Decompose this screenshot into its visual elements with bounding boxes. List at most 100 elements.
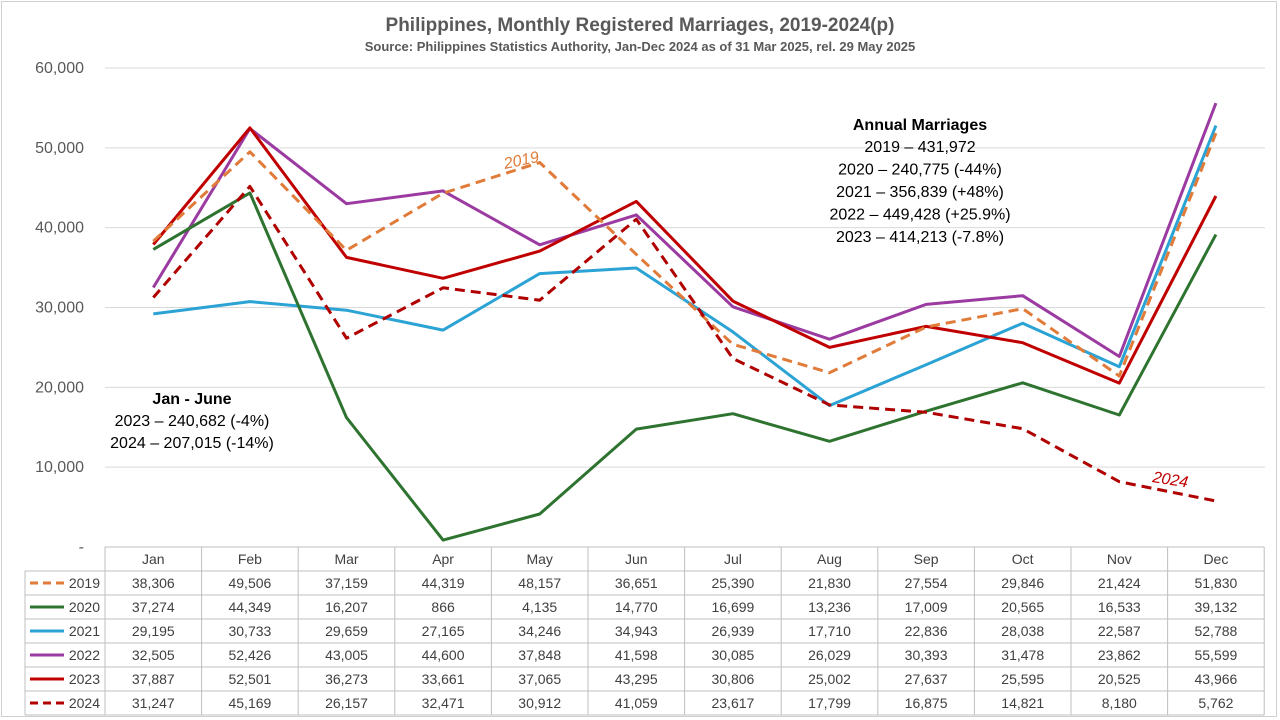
y-tick-label: - bbox=[79, 539, 84, 556]
data-label: 37,887 bbox=[132, 671, 175, 687]
y-tick-label: 50,000 bbox=[35, 140, 84, 157]
gridlines bbox=[105, 67, 1265, 468]
data-label: 36,651 bbox=[615, 575, 658, 591]
data-label: 37,848 bbox=[518, 647, 561, 663]
x-tick-label: May bbox=[526, 551, 552, 567]
legend-label-2022: 2022 bbox=[69, 647, 100, 663]
data-label: 31,247 bbox=[132, 695, 175, 711]
data-label: 29,659 bbox=[325, 623, 368, 639]
data-label: 23,617 bbox=[711, 695, 754, 711]
data-label: 34,246 bbox=[518, 623, 561, 639]
data-label: 43,005 bbox=[325, 647, 368, 663]
data-label: 26,157 bbox=[325, 695, 368, 711]
chart-subtitle: Source: Philippines Statistics Authority… bbox=[365, 39, 916, 54]
annual-line: 2022 – 449,428 (+25.9%) bbox=[829, 207, 1010, 224]
data-label: 17,009 bbox=[905, 599, 948, 615]
data-label: 52,788 bbox=[1194, 623, 1237, 639]
data-label: 43,295 bbox=[615, 671, 658, 687]
annual-line: 2023 – 414,213 (-7.8%) bbox=[836, 229, 1004, 246]
data-label: 8,180 bbox=[1102, 695, 1137, 711]
x-tick-label: Apr bbox=[432, 551, 454, 567]
series-line-2023 bbox=[152, 126, 1218, 385]
data-label: 21,830 bbox=[808, 575, 851, 591]
data-table: Jan Feb Mar Apr May Jun Jul Aug Sep Oct Nov Dec 2019… bbox=[24, 546, 1265, 716]
data-label: 5,762 bbox=[1198, 695, 1233, 711]
x-tick-label: Aug bbox=[817, 551, 842, 567]
data-label: 23,862 bbox=[1098, 647, 1141, 663]
series-line-2022 bbox=[152, 102, 1218, 358]
data-label: 22,587 bbox=[1098, 623, 1141, 639]
data-label: 25,390 bbox=[711, 575, 754, 591]
x-tick-label: Oct bbox=[1012, 551, 1034, 567]
data-label: 55,599 bbox=[1194, 647, 1237, 663]
y-tick-label: 40,000 bbox=[35, 220, 84, 237]
data-label: 22,836 bbox=[905, 623, 948, 639]
data-label: 14,770 bbox=[615, 599, 658, 615]
data-label: 4,135 bbox=[522, 599, 557, 615]
series-line-2020 bbox=[152, 191, 1218, 542]
data-label: 37,159 bbox=[325, 575, 368, 591]
series-label-2024: 2024 bbox=[1150, 469, 1189, 492]
data-label: 37,065 bbox=[518, 671, 561, 687]
half-year-heading: Jan - June bbox=[152, 391, 231, 408]
data-label: 30,733 bbox=[228, 623, 271, 639]
data-label: 34,943 bbox=[615, 623, 658, 639]
data-label: 29,846 bbox=[1001, 575, 1044, 591]
series-label-2019: 2019 bbox=[501, 149, 540, 173]
legend-label-2023: 2023 bbox=[69, 671, 100, 687]
data-label: 17,799 bbox=[808, 695, 851, 711]
legend-label-2024: 2024 bbox=[69, 695, 100, 711]
data-label: 44,319 bbox=[422, 575, 465, 591]
x-tick-label: Jun bbox=[625, 551, 648, 567]
data-label: 27,554 bbox=[905, 575, 948, 591]
x-tick-label: Nov bbox=[1107, 551, 1132, 567]
data-label: 14,821 bbox=[1001, 695, 1044, 711]
x-tick-label: Sep bbox=[914, 551, 939, 567]
annual-heading: Annual Marriages bbox=[853, 117, 987, 134]
series-line-2021 bbox=[153, 125, 1218, 408]
data-label: 29,195 bbox=[132, 623, 175, 639]
annual-line: 2021 – 356,839 (+48%) bbox=[836, 184, 1004, 201]
data-label: 16,699 bbox=[711, 599, 754, 615]
data-label: 48,157 bbox=[518, 575, 561, 591]
data-label: 44,600 bbox=[422, 647, 465, 663]
data-label: 30,912 bbox=[518, 695, 561, 711]
y-tick-label: 30,000 bbox=[35, 300, 84, 317]
data-label: 25,002 bbox=[808, 671, 851, 687]
series-line-2024 bbox=[152, 184, 1217, 503]
y-tick-label: 10,000 bbox=[35, 459, 84, 476]
data-label: 30,085 bbox=[711, 647, 754, 663]
annual-line: 2020 – 240,775 (-44%) bbox=[838, 162, 1002, 179]
data-label: 32,471 bbox=[422, 695, 465, 711]
data-label: 36,273 bbox=[325, 671, 368, 687]
data-label: 13,236 bbox=[808, 599, 851, 615]
data-label: 32,505 bbox=[132, 647, 175, 663]
data-label: 33,661 bbox=[422, 671, 465, 687]
legend-label-2021: 2021 bbox=[69, 623, 100, 639]
data-label: 866 bbox=[431, 599, 455, 615]
data-label: 43,966 bbox=[1194, 671, 1237, 687]
data-label: 25,595 bbox=[1001, 671, 1044, 687]
data-label: 28,038 bbox=[1001, 623, 1044, 639]
data-label: 20,525 bbox=[1098, 671, 1141, 687]
data-label: 31,478 bbox=[1001, 647, 1044, 663]
annual-line: 2019 – 431,972 bbox=[864, 139, 975, 156]
half-year-line: 2023 – 240,682 (-4%) bbox=[115, 413, 270, 430]
series-lines bbox=[152, 102, 1218, 542]
data-label: 16,207 bbox=[325, 599, 368, 615]
data-label: 21,424 bbox=[1098, 575, 1141, 591]
y-tick-label: 60,000 bbox=[35, 60, 84, 77]
data-label: 38,306 bbox=[132, 575, 175, 591]
y-axis: - 10,000 20,000 30,000 40,000 50,000 60,000 bbox=[35, 60, 84, 556]
x-tick-label: Jul bbox=[724, 551, 742, 567]
data-label: 26,939 bbox=[711, 623, 754, 639]
data-label: 41,059 bbox=[615, 695, 658, 711]
x-tick-label: Jan bbox=[142, 551, 165, 567]
data-label: 44,349 bbox=[228, 599, 271, 615]
data-label: 45,169 bbox=[228, 695, 271, 711]
data-label: 39,132 bbox=[1194, 599, 1237, 615]
data-label: 30,806 bbox=[711, 671, 754, 687]
data-label: 52,426 bbox=[228, 647, 271, 663]
